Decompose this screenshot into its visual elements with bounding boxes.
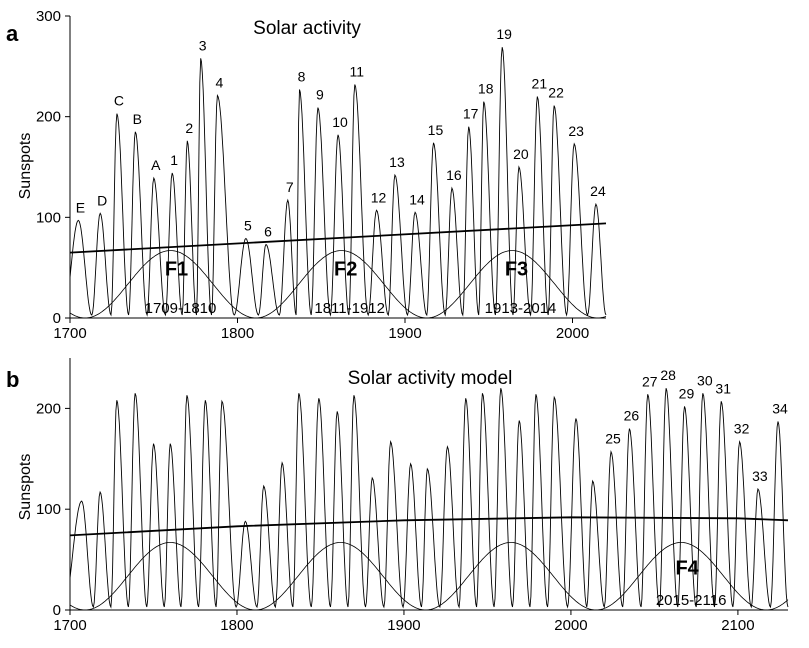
cycle-label-a-9: 9 xyxy=(316,87,324,103)
annotation-range-F2: 1811-1912 xyxy=(314,300,385,317)
y-tick-label: 200 xyxy=(36,400,61,417)
cycle-label-a-2: 2 xyxy=(185,120,193,136)
cycle-label-a-14: 14 xyxy=(409,191,425,207)
cycle-label-a-8: 8 xyxy=(298,68,306,84)
cycle-label-b-33: 33 xyxy=(752,468,768,484)
cycle-label-a-B: B xyxy=(133,111,142,127)
y-tick-label: 200 xyxy=(36,109,61,126)
cycle-label-a-7: 7 xyxy=(286,179,294,195)
chart-title-b: Solar activity model xyxy=(348,368,513,389)
cycle-label-b-32: 32 xyxy=(734,421,750,437)
ticks-b: 1700 1800 1900 2000 2100 0 100 200 xyxy=(36,400,755,634)
cycle-label-a-C: C xyxy=(114,93,124,109)
annotation-F4: F4 xyxy=(675,558,699,580)
y-tick-label: 0 xyxy=(53,310,61,327)
cycle-label-a-5: 5 xyxy=(244,217,252,233)
cycle-label-a-15: 15 xyxy=(428,122,444,138)
cycle-label-b-27: 27 xyxy=(642,373,658,389)
panel-a: a Solar activity Sunspots 1700 1800 1900 20… xyxy=(6,8,607,342)
cycle-label-b-31: 31 xyxy=(715,380,731,396)
cycle-label-a-24: 24 xyxy=(590,183,606,199)
annotation-F3: F3 xyxy=(505,259,528,281)
cycle-label-a-16: 16 xyxy=(446,167,462,183)
cycle-label-a-23: 23 xyxy=(568,123,584,139)
cycle-label-a-17: 17 xyxy=(463,106,479,122)
panel-label-a: a xyxy=(6,21,19,46)
cycle-label-b-30: 30 xyxy=(697,372,713,388)
x-tick-label: 2000 xyxy=(554,617,587,634)
cycle-label-a-22: 22 xyxy=(548,85,564,101)
y-axis-label-a: Sunspots xyxy=(17,133,34,200)
chart-title-a: Solar activity xyxy=(253,18,361,39)
panel-b: b Solar activity model Sunspots 1700 1800… xyxy=(6,358,789,634)
annotation-range-F4: 2015-2116 xyxy=(656,592,727,609)
cycle-label-a-1: 1 xyxy=(170,152,178,168)
y-tick-label: 100 xyxy=(36,209,61,226)
annotation-range-F3: 1913-2014 xyxy=(485,300,557,317)
ticks-a: 1700 1800 1900 2000 0 100 200 300 xyxy=(36,8,589,342)
annotation-range-F1: 1709-1810 xyxy=(145,300,217,317)
cycle-label-b-25: 25 xyxy=(605,431,621,447)
cycle-label-a-18: 18 xyxy=(478,81,494,97)
cycle-label-a-21: 21 xyxy=(532,76,548,92)
cycle-label-a-3: 3 xyxy=(199,37,207,53)
cycle-label-a-A: A xyxy=(151,157,161,173)
cycle-label-a-4: 4 xyxy=(216,75,224,91)
trend-line-a xyxy=(69,222,607,254)
x-tick-label: 1700 xyxy=(53,617,86,634)
cycle-label-a-19: 19 xyxy=(496,26,512,42)
x-tick-label: 1900 xyxy=(388,325,421,342)
cycle-label-b-26: 26 xyxy=(624,408,640,424)
f-annotations-a: F1 1709-1810 F2 1811-1912 F3 1913-2014 xyxy=(145,259,557,317)
panel-label-b: b xyxy=(6,367,19,392)
f-curve-a xyxy=(69,250,607,319)
cycle-label-a-12: 12 xyxy=(371,189,387,205)
cycle-label-b-29: 29 xyxy=(679,385,695,401)
x-tick-label: 1700 xyxy=(53,325,86,342)
sunspot-series-a xyxy=(69,47,607,317)
cycle-label-a-6: 6 xyxy=(264,224,272,240)
annotation-F2: F2 xyxy=(334,259,357,281)
y-tick-label: 0 xyxy=(53,602,61,619)
f-annotations-b: F4 2015-2116 xyxy=(656,558,727,609)
trend-line-b xyxy=(69,516,789,537)
cycle-label-a-13: 13 xyxy=(389,154,405,170)
x-tick-label: 1800 xyxy=(220,617,253,634)
cycle-label-a-11: 11 xyxy=(349,63,364,79)
annotation-F1: F1 xyxy=(165,259,188,281)
cycle-label-a-D: D xyxy=(97,192,107,208)
x-tick-label: 1800 xyxy=(221,325,254,342)
x-tick-label: 2000 xyxy=(556,325,589,342)
cycle-label-a-E: E xyxy=(76,199,85,215)
cycle-label-b-34: 34 xyxy=(772,401,788,417)
x-tick-label: 1900 xyxy=(387,617,420,634)
f-curve-b xyxy=(69,542,789,611)
x-tick-label: 2100 xyxy=(721,617,754,634)
cycle-label-b-28: 28 xyxy=(660,367,676,383)
y-tick-label: 300 xyxy=(36,8,61,25)
cycle-label-a-20: 20 xyxy=(513,146,529,162)
cycle-label-a-10: 10 xyxy=(332,114,348,130)
y-tick-label: 100 xyxy=(36,501,61,518)
y-axis-label-b: Sunspots xyxy=(17,454,34,521)
sunspot-series-b xyxy=(69,388,789,609)
